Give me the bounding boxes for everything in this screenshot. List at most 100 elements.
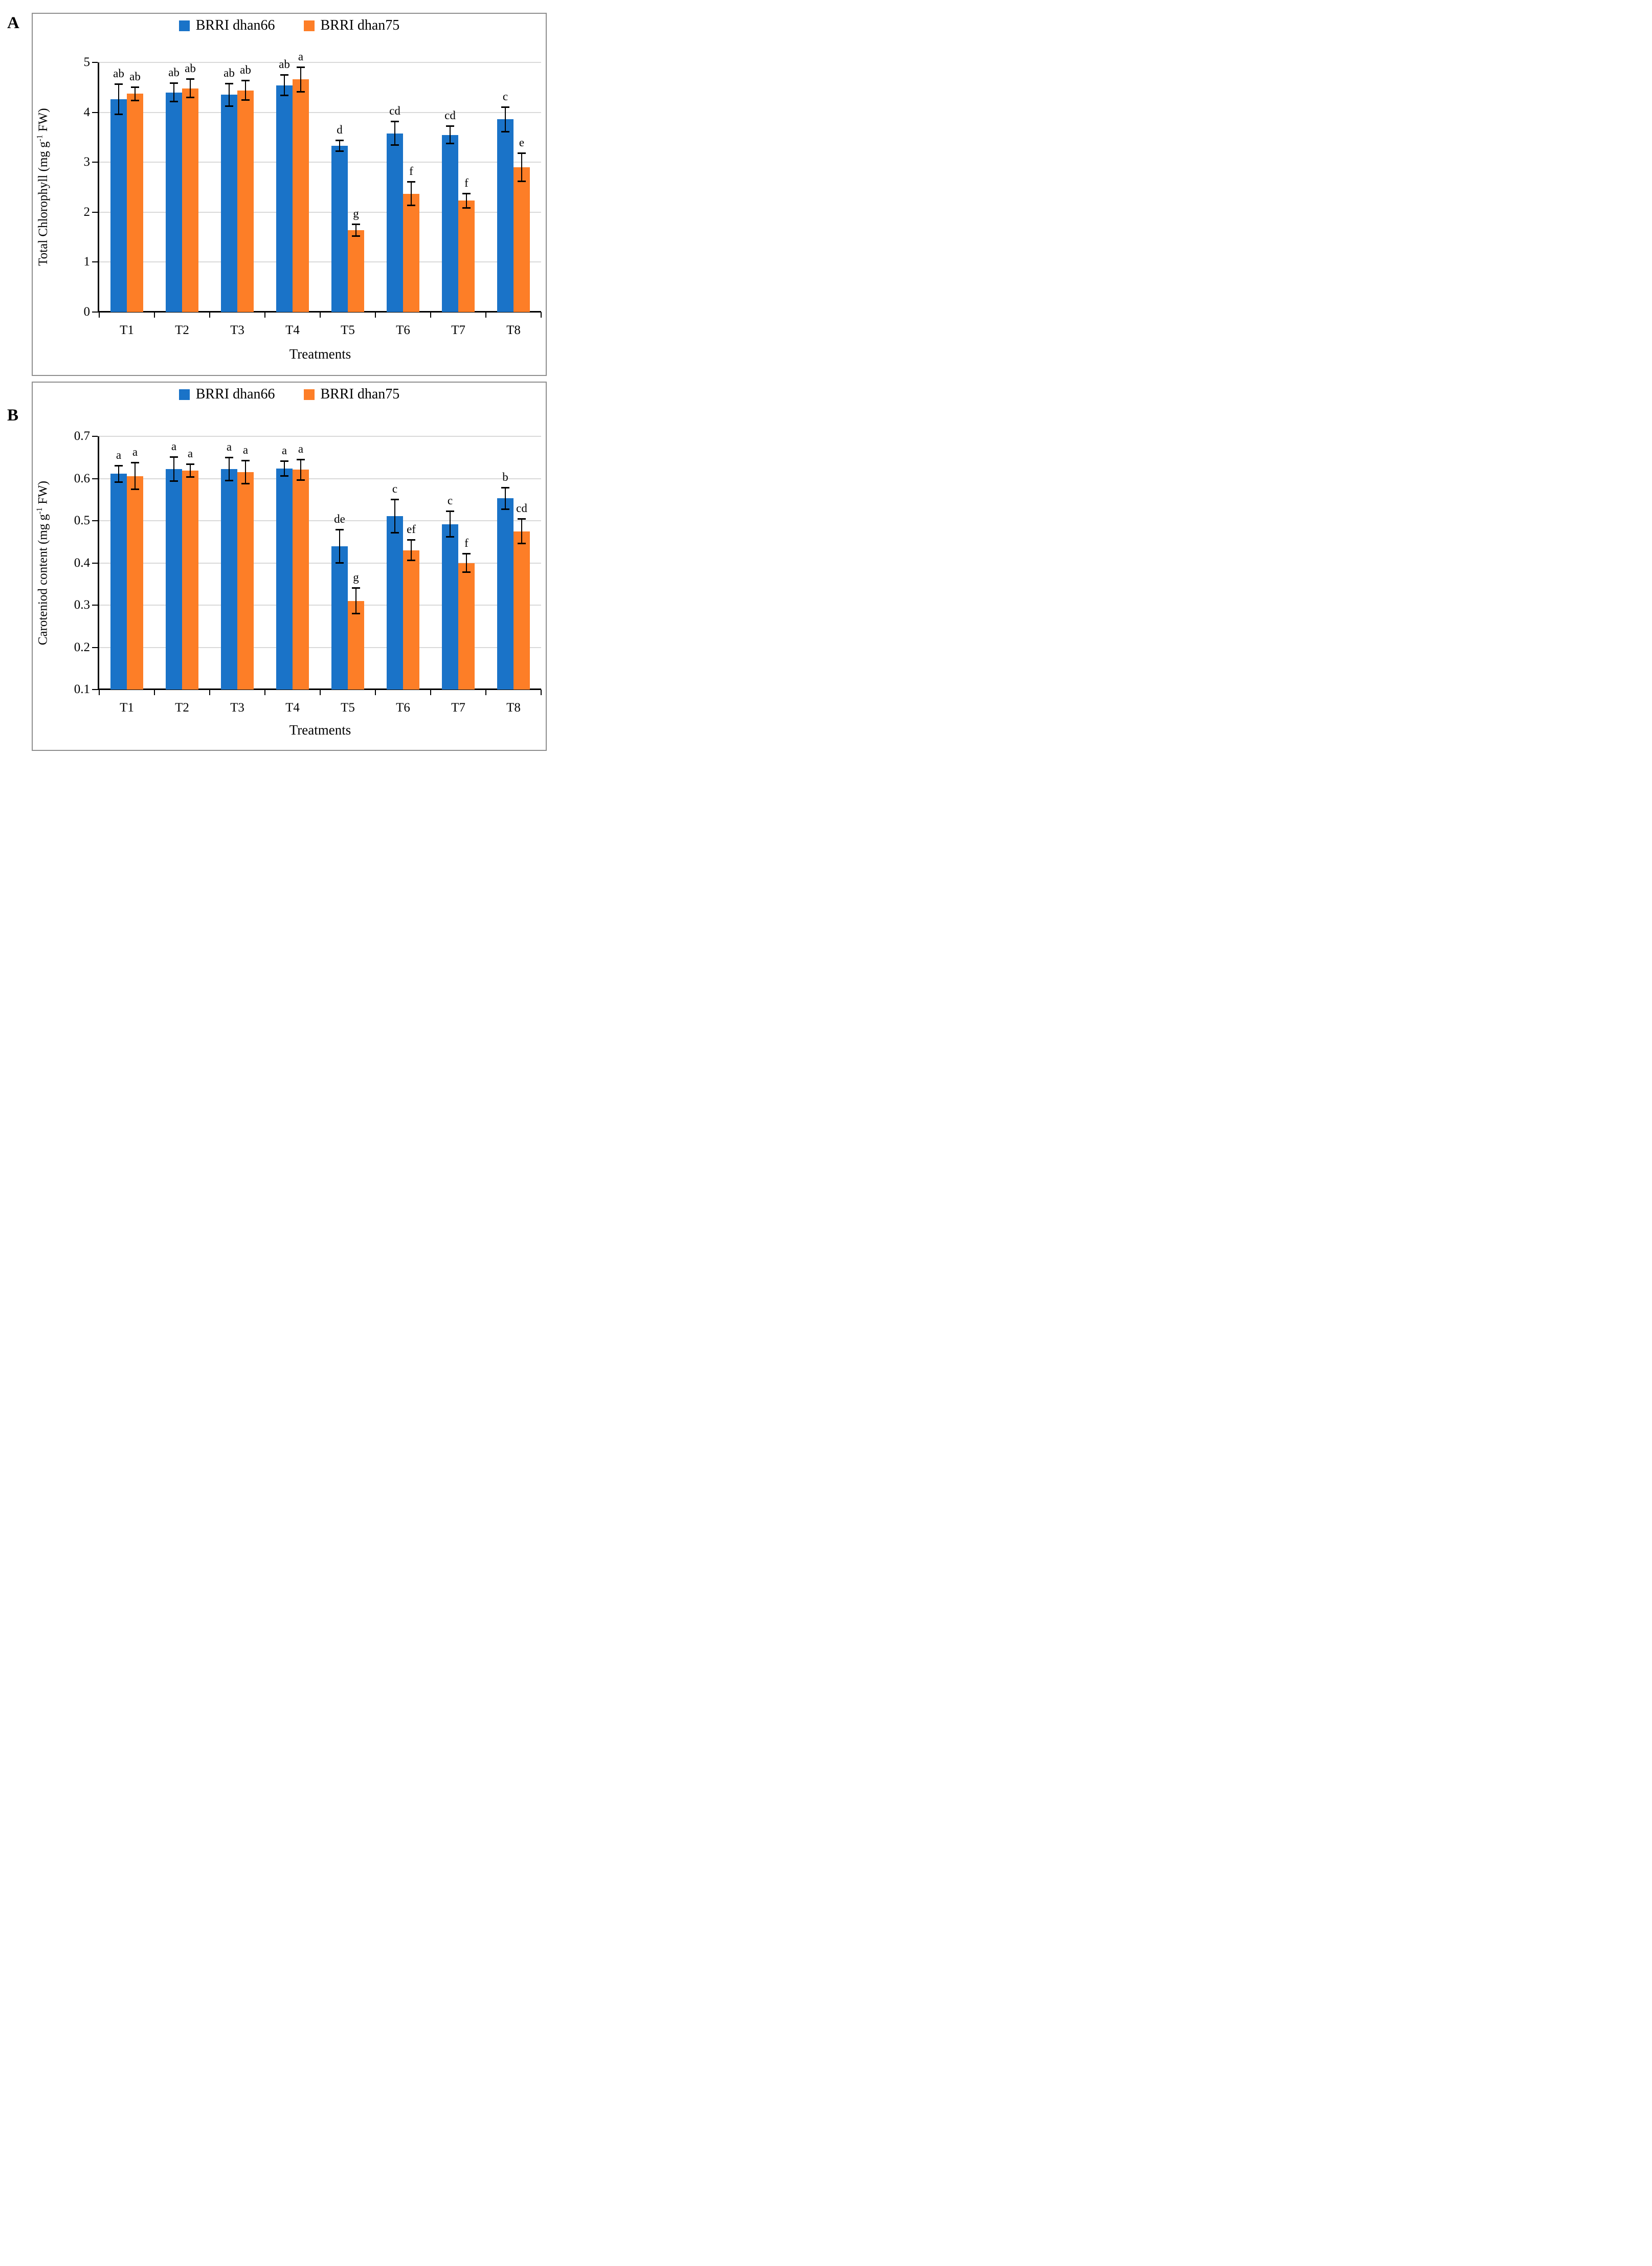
gridline: [99, 112, 541, 113]
error-bar-cap: [336, 150, 344, 152]
sig-letter: ab: [129, 70, 141, 83]
panel-label-a: A: [7, 14, 19, 32]
gridline: [99, 647, 541, 648]
y-tick: [92, 605, 98, 606]
error-bar-cap: [407, 181, 415, 183]
gridline: [99, 520, 541, 521]
error-bar-cap: [446, 510, 454, 513]
y-tick-label: 4: [83, 105, 91, 119]
error-bar-cap: [186, 78, 194, 80]
x-axis-title: Treatments: [289, 722, 351, 738]
error-bar-cap: [297, 66, 305, 68]
x-tick-label: T8: [506, 323, 521, 337]
error-bar-cap: [391, 121, 399, 123]
error-bar-cap: [170, 480, 178, 482]
x-tick: [99, 690, 100, 695]
error-bar: [135, 86, 136, 101]
sig-letter: cd: [444, 108, 456, 122]
bar-T5-series1: [331, 546, 348, 690]
panel-label-b: B: [7, 406, 19, 425]
bar-T6-series2: [403, 550, 419, 690]
error-bar: [411, 182, 412, 206]
error-bar-cap: [280, 460, 288, 462]
sig-letter: a: [171, 440, 177, 453]
x-tick-label: T1: [120, 701, 134, 715]
x-tick: [541, 690, 542, 695]
gridline: [99, 62, 541, 63]
error-bar: [505, 487, 506, 509]
legend-item-dhan66: BRRI dhan66: [178, 18, 275, 33]
legend-item-dhan75: BRRI dhan75: [303, 18, 399, 33]
y-tick: [92, 689, 98, 690]
sig-letter: a: [187, 447, 193, 460]
error-bar: [339, 529, 340, 563]
y-tick-label: 0.6: [74, 471, 90, 485]
x-tick-label: T3: [230, 323, 244, 337]
sig-letter: de: [334, 512, 345, 525]
error-bar-cap: [131, 86, 139, 88]
bar-T6-series1: [387, 516, 403, 690]
error-bar: [229, 83, 230, 106]
y-tick: [92, 162, 98, 163]
y-tick-label: 0.3: [74, 598, 90, 612]
y-axis-title: Caroteniod content (mg g-1 FW): [35, 480, 50, 646]
bar-T2-series1: [166, 469, 182, 690]
sig-letter: ab: [224, 66, 235, 79]
x-tick: [375, 690, 376, 695]
error-bar-cap: [462, 553, 471, 555]
x-tick: [320, 312, 321, 318]
sig-letter: ab: [240, 63, 251, 77]
x-tick: [209, 690, 210, 695]
bar-T3-series1: [221, 95, 237, 312]
error-bar: [466, 193, 467, 208]
error-bar-cap: [170, 82, 178, 84]
error-bar-cap: [225, 480, 233, 482]
sig-letter: a: [281, 443, 287, 457]
bar-T4-series2: [293, 79, 309, 312]
y-tick-label: 0.1: [74, 682, 90, 696]
bar-T7-series1: [442, 135, 458, 312]
error-bar-cap: [462, 207, 471, 209]
error-bar-cap: [115, 114, 123, 116]
bar-T7-series1: [442, 524, 458, 690]
x-tick: [209, 312, 210, 318]
x-tick-label: T7: [451, 323, 465, 337]
error-bar-cap: [336, 140, 344, 142]
error-bar: [466, 553, 467, 572]
sig-letter: ab: [113, 66, 124, 80]
sig-letter: ef: [407, 523, 416, 536]
sig-letter: a: [298, 50, 304, 63]
error-bar: [245, 80, 246, 101]
x-tick-label: T6: [396, 701, 410, 715]
error-bar-cap: [501, 130, 509, 132]
x-axis-title: Treatments: [289, 346, 351, 362]
error-bar-cap: [518, 181, 526, 183]
gridline: [99, 211, 541, 213]
sig-letter: a: [226, 440, 232, 454]
error-bar: [284, 460, 285, 476]
bar-T2-series2: [182, 470, 198, 690]
legend-swatch-orange-icon: [303, 389, 315, 400]
x-tick: [99, 312, 100, 318]
error-bar-cap: [352, 235, 360, 237]
error-bar-cap: [131, 100, 139, 102]
bar-T8-series2: [514, 167, 530, 312]
bar-T3-series1: [221, 469, 237, 690]
y-tick: [92, 261, 98, 263]
bar-T2-series2: [182, 88, 198, 312]
x-tick-label: T5: [341, 701, 355, 715]
sig-letter: d: [337, 123, 343, 137]
error-bar: [118, 465, 119, 482]
figure: A B BRRI dhan66 BRRI dhan75 Total Chloro…: [0, 0, 551, 757]
error-bar-cap: [115, 464, 123, 466]
error-bar-cap: [241, 483, 250, 485]
x-tick-label: T7: [451, 701, 465, 715]
bar-T5-series2: [348, 230, 364, 312]
x-tick: [375, 312, 376, 318]
sig-letter: cd: [516, 501, 527, 515]
error-bar: [300, 459, 301, 480]
y-tick: [92, 478, 98, 479]
error-bar-cap: [280, 74, 288, 76]
y-tick-label: 3: [83, 155, 91, 169]
error-bar-cap: [241, 80, 250, 82]
